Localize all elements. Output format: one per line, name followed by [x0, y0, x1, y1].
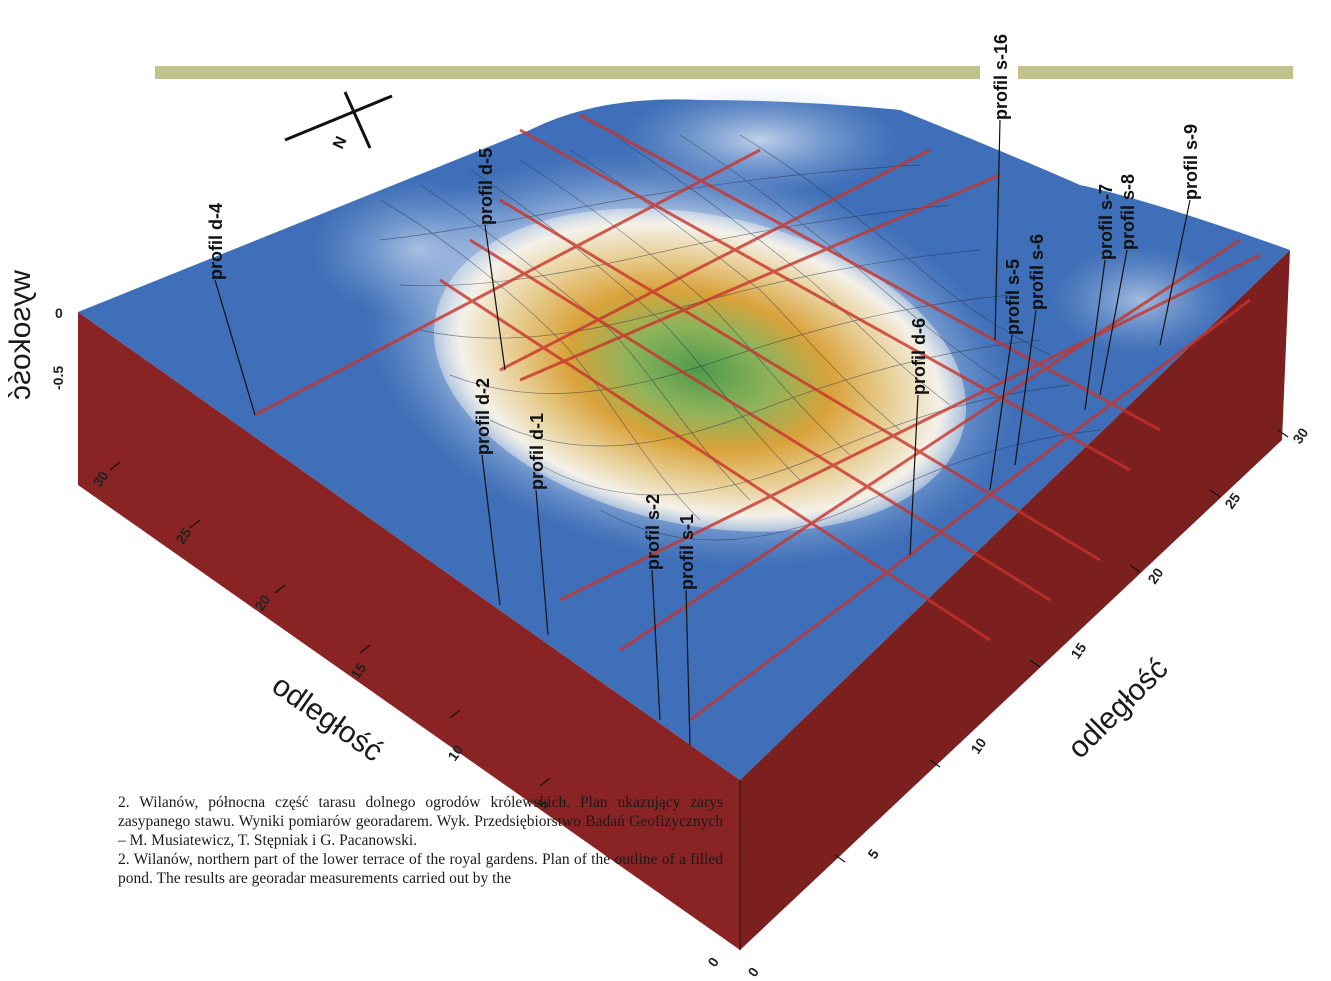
caption-english: 2. Wilanów, northern part of the lower t… — [118, 851, 723, 887]
left-axis-ticks — [109, 461, 551, 787]
right-axis-ticks — [834, 429, 1289, 863]
profile-label-d6: profil d-6 — [909, 318, 929, 395]
profile-label-s8: profil s-8 — [1118, 174, 1138, 250]
profile-label-d2: profil d-2 — [473, 378, 493, 455]
surface-highlight-east — [1050, 245, 1230, 355]
left-tick-0: 0 — [704, 954, 722, 970]
north-arrow — [284, 91, 393, 149]
north-arrow-label: N — [330, 134, 350, 152]
right-tick-20: 20 — [1144, 565, 1166, 587]
profile-label-s7: profil s-7 — [1096, 184, 1116, 260]
profile-label-d4: profil d-4 — [206, 203, 226, 280]
box-left-side — [78, 312, 740, 950]
vertical-tick-0: 0 — [55, 305, 63, 321]
right-tick-5: 5 — [864, 846, 882, 862]
profile-label-s16: profil s-16 — [991, 34, 1011, 120]
profile-label-s2: profil s-2 — [643, 494, 663, 570]
right-axis-name: odległość — [1062, 652, 1175, 765]
profile-label-s6: profil s-6 — [1027, 234, 1047, 310]
profile-label-d5: profil d-5 — [476, 148, 496, 225]
profile-label-s1: profil s-1 — [677, 514, 697, 590]
caption-polish: 2. Wilanów, północna część tarasu dolneg… — [118, 794, 723, 849]
top-band — [155, 66, 980, 79]
right-tick-15: 15 — [1067, 640, 1089, 662]
profile-label-s5: profil s-5 — [1003, 259, 1023, 335]
figure-caption: 2. Wilanów, północna część tarasu dolneg… — [118, 793, 723, 888]
right-tick-0: 0 — [744, 964, 762, 980]
top-band-right — [1018, 66, 1293, 79]
pond-area — [433, 208, 967, 532]
profile-stems — [214, 119, 1191, 746]
profile-lines — [254, 113, 1261, 722]
vertical-tick-neg05: -0.5 — [50, 366, 66, 390]
right-tick-30: 30 — [1289, 425, 1311, 447]
profile-label-d1: profil d-1 — [527, 413, 547, 490]
profile-label-s9: profil s-9 — [1181, 124, 1201, 200]
right-tick-10: 10 — [967, 735, 989, 757]
vertical-axis-name: wysokość — [4, 269, 37, 400]
